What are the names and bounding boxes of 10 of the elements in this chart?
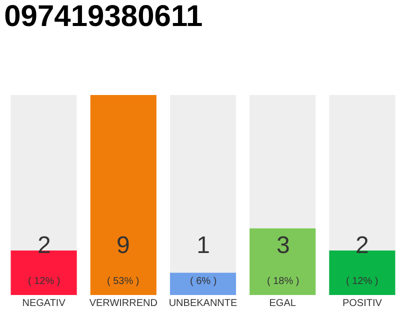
x-tick-label: EGAL — [269, 298, 296, 309]
x-tick-label: POSITIV — [342, 298, 382, 309]
bar — [170, 272, 236, 295]
x-tick-label: NEGATIV — [22, 298, 66, 309]
x-tick-label: VERWIRREND — [89, 298, 158, 309]
chart-title: 097419380611 — [4, 0, 203, 33]
data-label: 1 ( 6% ) — [190, 232, 217, 288]
data-label: 3 ( 18% ) — [267, 232, 300, 288]
x-tick-label: UNBEKANNTE — [168, 298, 238, 309]
data-label: 9 ( 53% ) — [107, 232, 140, 288]
